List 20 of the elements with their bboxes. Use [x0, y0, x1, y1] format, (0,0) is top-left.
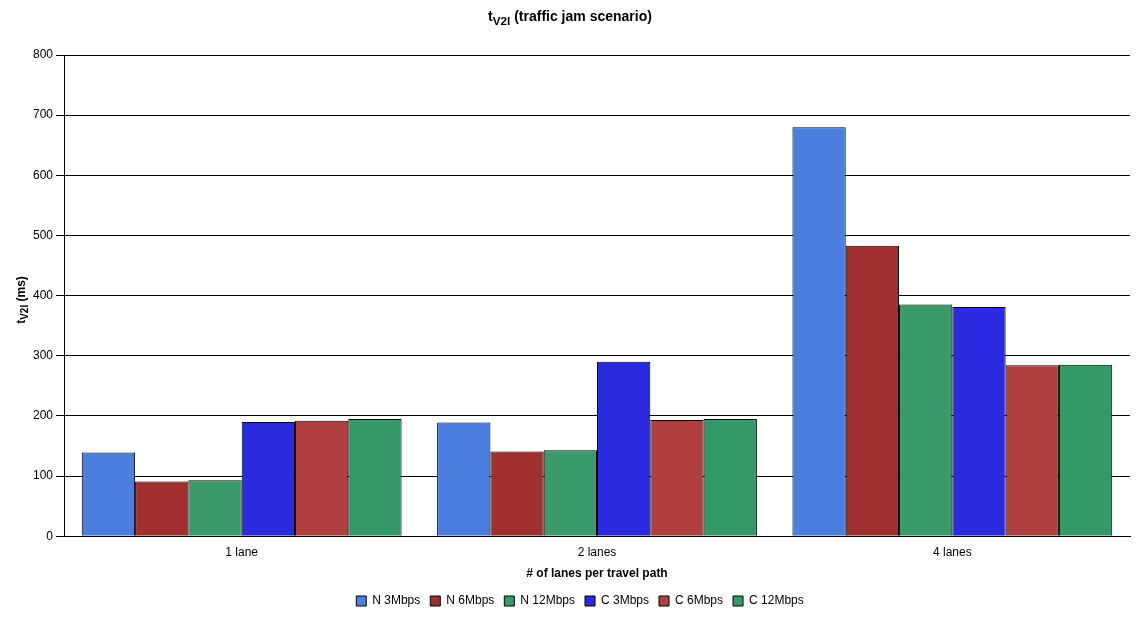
y-tick-label: 100 — [32, 468, 54, 483]
x-tick-label: 4 lanes — [932, 544, 972, 559]
chart-title: t$_{V2I}$ (traffic jam scenario) — [487, 8, 653, 27]
y-tick-label: 700 — [32, 107, 54, 122]
y-tick-label: 400 — [32, 287, 54, 302]
y-tick-label: 500 — [32, 227, 54, 242]
x-axis-title: # of lanes per travel path — [526, 566, 668, 581]
x-tick-label: 1 lane — [225, 544, 259, 559]
legend-label: C 12Mbps — [749, 593, 804, 608]
legend-label: N 6Mbps — [446, 593, 495, 608]
y-tick-label: 0 — [46, 528, 54, 543]
y-tick-label: 300 — [32, 348, 54, 363]
y-tick-label: 600 — [32, 167, 54, 182]
y-tick-label: 200 — [32, 408, 54, 423]
legend-label: C 6Mbps — [675, 593, 724, 608]
legend-label: N 12Mbps — [520, 593, 576, 608]
x-tick-label: 2 lanes — [577, 544, 617, 559]
y-tick-label: 800 — [32, 47, 54, 62]
legend-label: N 3Mbps — [372, 593, 421, 608]
legend-label: C 3Mbps — [601, 593, 650, 608]
